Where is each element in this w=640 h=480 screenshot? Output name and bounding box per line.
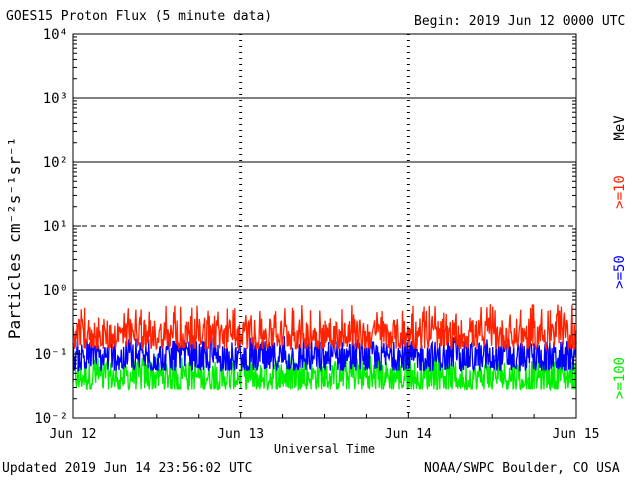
y-tick-label: 10⁻¹: [34, 347, 68, 363]
chart-title: GOES15 Proton Flux (5 minute data): [6, 9, 273, 24]
legend-entry-50mev: >=50: [612, 255, 628, 289]
y-tick-label: 10²: [43, 155, 68, 171]
y-tick-label: 10⁴: [43, 27, 68, 43]
series-line-10mev: [72, 304, 577, 352]
y-axis-label: Particles cm⁻²s⁻¹sr⁻¹: [5, 137, 24, 339]
x-tick-label: Jun 14: [385, 427, 432, 442]
series-line-50mev: [72, 334, 577, 373]
x-tick-label: Jun 13: [217, 427, 264, 442]
legend-entry-10mev: >=10: [612, 175, 628, 209]
credit-label: NOAA/SWPC Boulder, CO USA: [424, 461, 620, 476]
y-tick-label: 10¹: [43, 219, 68, 235]
x-tick-label: Jun 12: [50, 427, 97, 442]
begin-date-label: Begin: 2019 Jun 12 0000 UTC: [414, 14, 626, 29]
updated-timestamp: Updated 2019 Jun 14 23:56:02 UTC: [2, 461, 253, 476]
legend-entry-100mev: >=100: [612, 357, 628, 399]
y-tick-label: 10³: [43, 91, 68, 107]
legend-unit-label: MeV: [612, 115, 628, 141]
x-axis-label: Universal Time: [274, 442, 375, 456]
x-tick-label: Jun 15: [553, 427, 600, 442]
y-tick-label: 10⁻²: [34, 411, 68, 427]
y-tick-label: 10⁰: [43, 283, 68, 299]
